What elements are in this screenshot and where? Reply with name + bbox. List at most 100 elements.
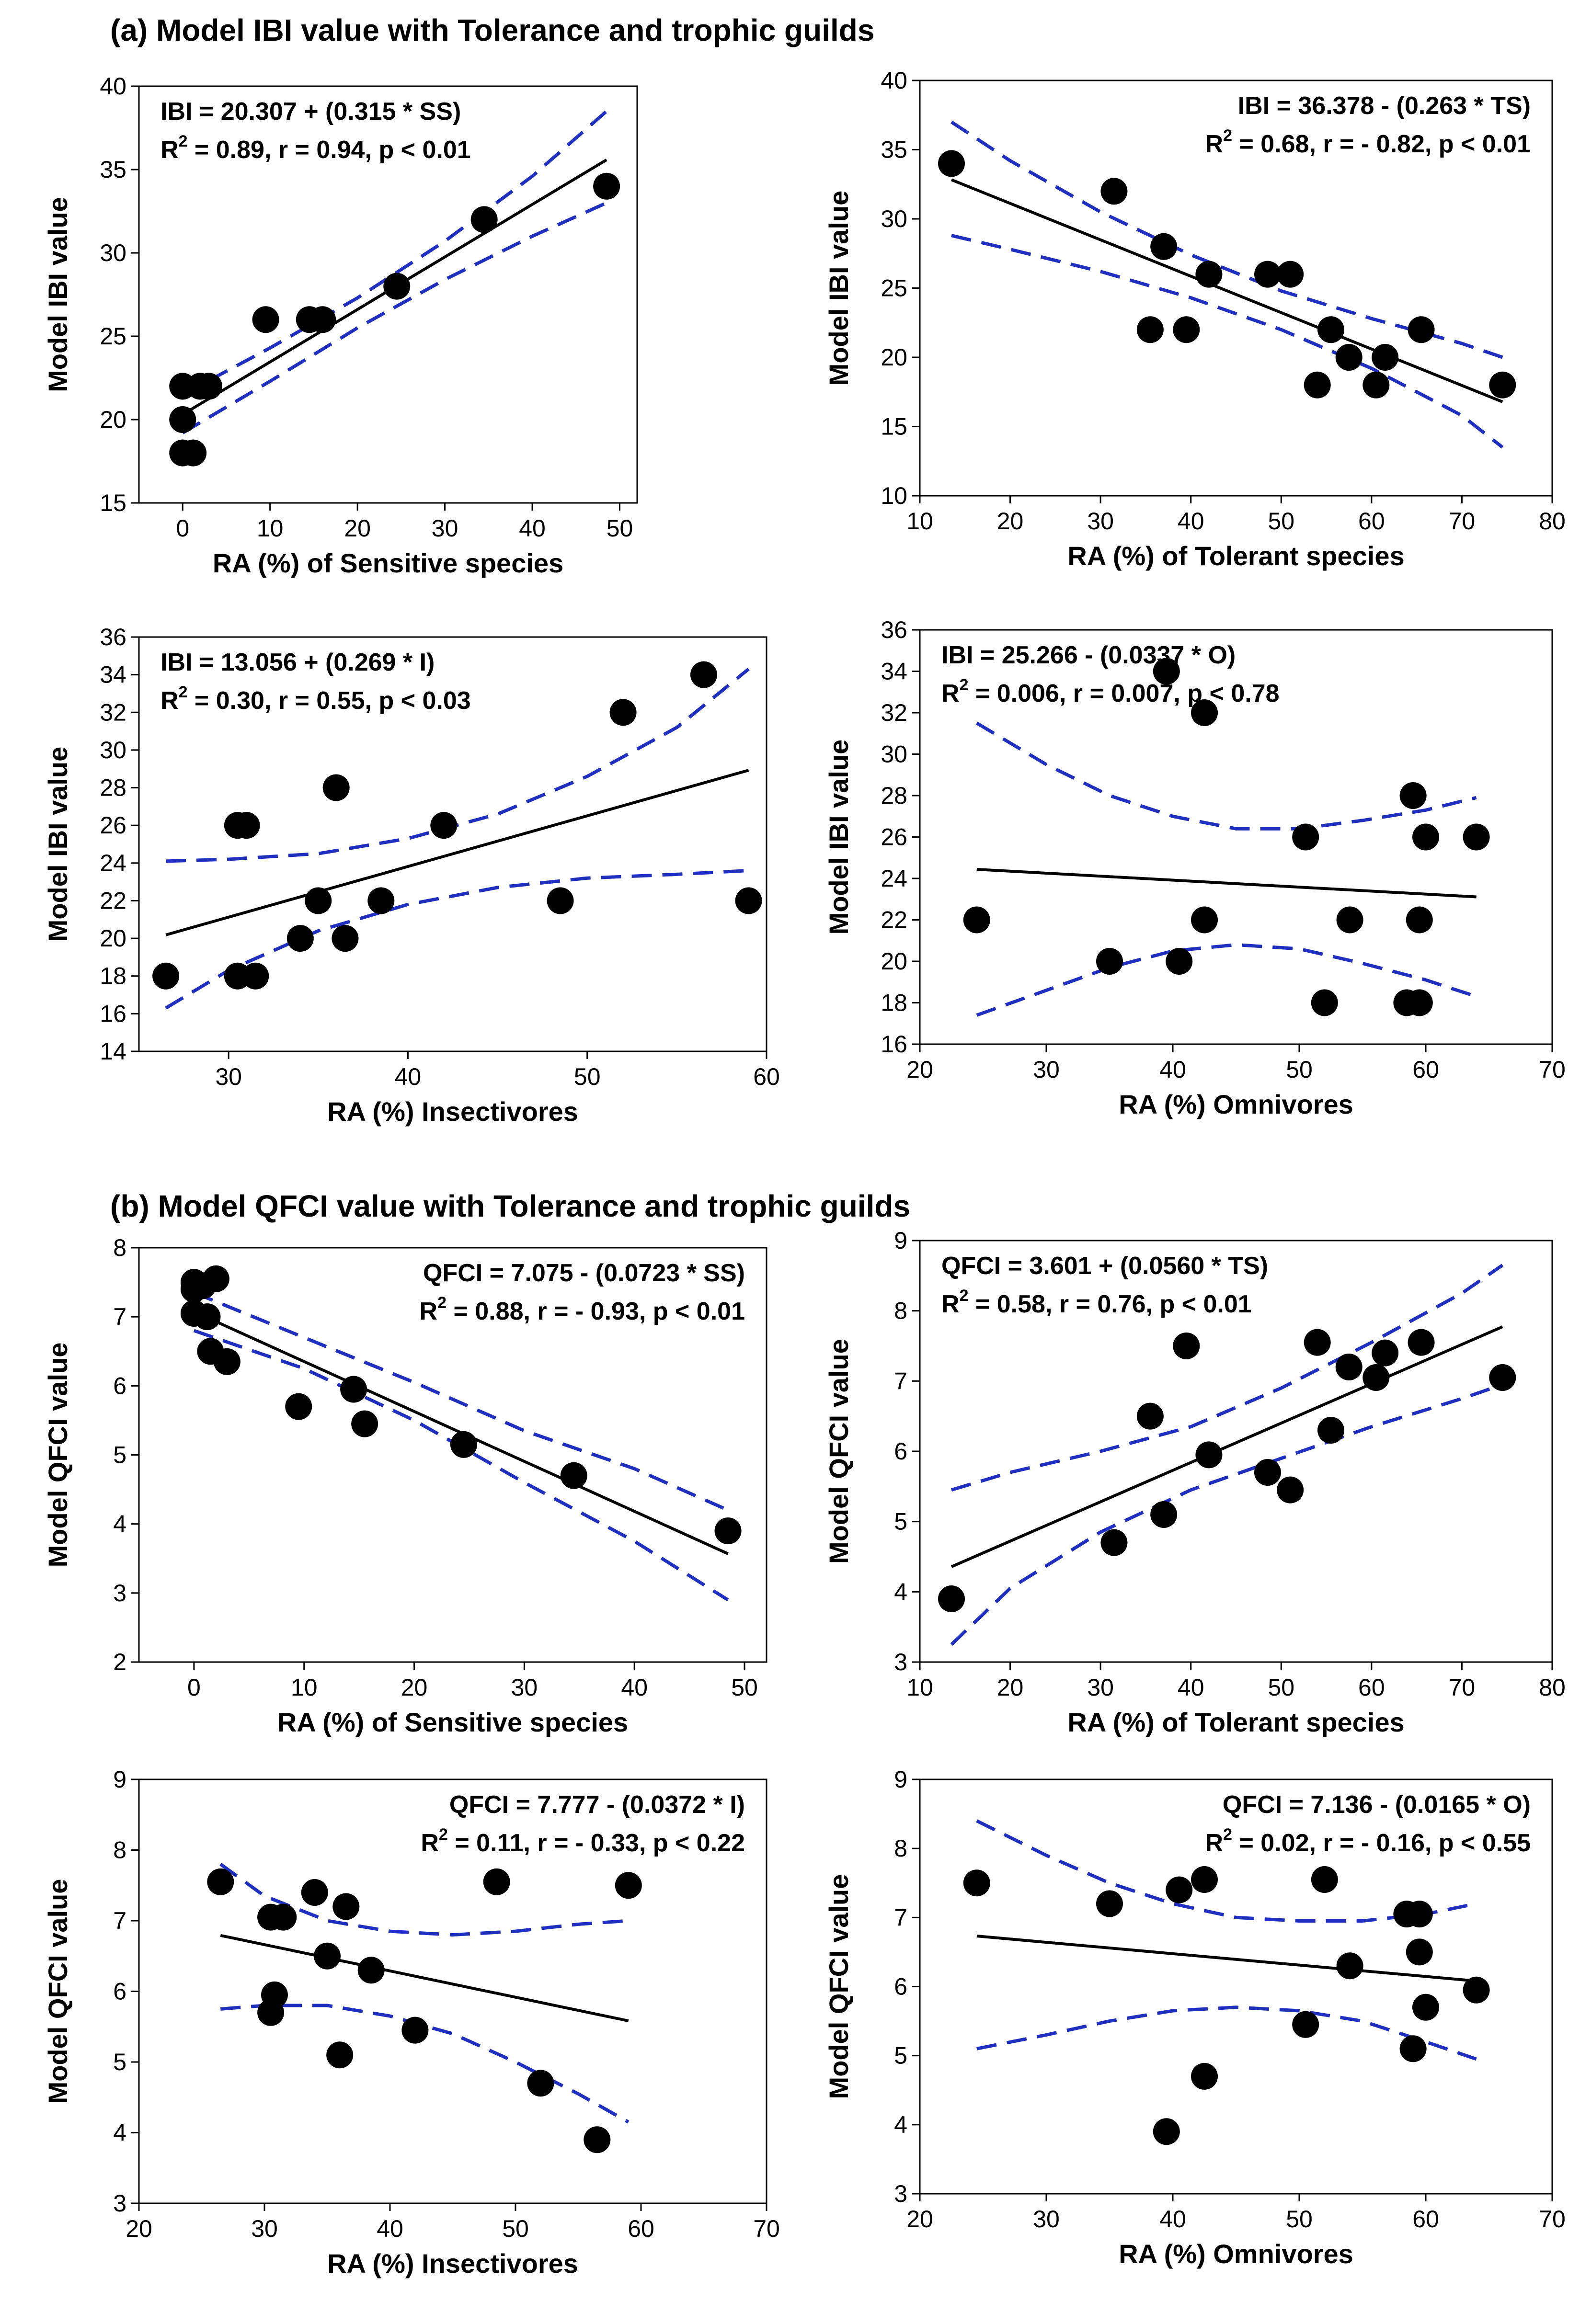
x-axis-label: RA (%) Omnivores	[1119, 1089, 1353, 1119]
y-tick-label: 25	[881, 275, 907, 302]
y-tick-label: 10	[881, 482, 907, 509]
data-point	[1254, 261, 1281, 288]
data-point	[584, 2126, 611, 2153]
stats-values: = 0.88, r = - 0.93, p < 0.01	[447, 1298, 745, 1325]
stats-label: R2 = 0.006, r = 0.007, p < 0.78	[941, 676, 1280, 707]
r-squared-superscript: 2	[437, 1294, 447, 1312]
data-point	[202, 1265, 229, 1292]
x-tick-label: 70	[1539, 2206, 1566, 2233]
x-tick-label: 60	[1358, 508, 1385, 535]
x-tick-label: 40	[1178, 1674, 1204, 1701]
x-tick-label: 40	[1178, 508, 1204, 535]
data-point	[470, 206, 498, 233]
r-squared-superscript: 2	[439, 1825, 448, 1844]
x-tick-label: 70	[753, 2215, 780, 2242]
y-tick-label: 2	[113, 1649, 126, 1675]
r-squared-superscript: 2	[1223, 1825, 1232, 1844]
data-point	[1311, 1866, 1338, 1893]
r-squared-symbol: R	[421, 1829, 439, 1857]
y-tick-label: 5	[894, 2042, 907, 2069]
data-point	[735, 887, 762, 914]
data-point	[261, 1981, 288, 2008]
stats-values: = 0.89, r = 0.94, p < 0.01	[187, 136, 470, 164]
data-point	[1191, 699, 1218, 726]
y-tick-label: 5	[113, 2049, 126, 2075]
data-point	[609, 699, 637, 726]
x-axis-label: RA (%) Insectivores	[327, 2248, 578, 2278]
data-point	[1412, 823, 1439, 851]
data-point	[367, 887, 395, 914]
data-point	[1191, 906, 1218, 934]
data-point	[1191, 2062, 1218, 2090]
data-point	[1489, 371, 1516, 399]
regression-line	[950, 1325, 1503, 1568]
ci-lower-band	[950, 1383, 1503, 1646]
plot-frame	[138, 85, 638, 504]
x-tick-label: 40	[395, 1063, 422, 1090]
data-point	[1136, 1402, 1164, 1430]
x-tick-label: 30	[511, 1674, 538, 1701]
y-tick-label: 9	[894, 1227, 907, 1254]
data-point	[332, 1893, 360, 1920]
chart-panel-3: 30 40 50 60 14 16 18 20 22 24 26 28 30 32 34 36 RA (%) I…	[43, 624, 780, 1127]
y-tick-label: 7	[894, 1904, 907, 1931]
data-point	[527, 2070, 554, 2097]
data-point	[357, 1957, 385, 1984]
data-point	[450, 1431, 477, 1458]
data-point	[1100, 1529, 1128, 1556]
data-point	[1173, 316, 1200, 343]
y-tick-label: 40	[881, 67, 907, 94]
data-point	[938, 150, 965, 177]
ci-upper-band	[950, 120, 1503, 359]
stats-values: = 0.30, r = 0.55, p < 0.03	[187, 687, 470, 715]
ci-upper-band	[193, 1291, 729, 1512]
r-squared-symbol: R	[420, 1298, 438, 1325]
y-axis-label: Model IBI value	[43, 197, 73, 392]
x-axis-label: RA (%) of Tolerant species	[1067, 1707, 1404, 1737]
y-tick-label: 28	[881, 782, 907, 809]
ci-upper-band	[219, 1863, 629, 1937]
data-point	[252, 306, 279, 333]
x-tick-label: 50	[1286, 2206, 1313, 2233]
y-tick-label: 7	[894, 1367, 907, 1394]
y-tick-label: 5	[113, 1442, 126, 1469]
equation-label: QFCI = 7.136 - (0.0165 * O)	[1223, 1791, 1531, 1819]
x-tick-label: 20	[126, 2215, 152, 2242]
y-tick-label: 9	[894, 1766, 907, 1793]
data-point	[301, 1879, 328, 1906]
x-tick-label: 0	[176, 515, 189, 542]
data-point	[1292, 2011, 1319, 2038]
y-axis-label: Model IBI value	[43, 747, 73, 942]
data-point	[1335, 1354, 1362, 1380]
regression-line	[220, 1934, 629, 2023]
y-tick-label: 32	[881, 699, 907, 726]
data-point	[1292, 823, 1319, 851]
data-point	[1136, 316, 1164, 343]
x-axis-label: RA (%) of Tolerant species	[1067, 541, 1404, 571]
data-point	[1463, 823, 1490, 851]
plot-frame	[138, 636, 767, 1052]
equation-label: IBI = 13.056 + (0.269 * I)	[160, 649, 435, 676]
x-tick-label: 50	[731, 1674, 758, 1701]
y-tick-label: 18	[100, 963, 126, 990]
y-axis-label: Model IBI value	[824, 740, 854, 935]
x-tick-label: 70	[1539, 1056, 1566, 1083]
y-tick-label: 3	[113, 2190, 126, 2217]
data-point	[1304, 371, 1331, 399]
data-point	[1277, 261, 1304, 288]
y-tick-label: 6	[113, 1978, 126, 2005]
stats-values: = 0.11, r = - 0.33, p < 0.22	[448, 1829, 745, 1857]
r-squared-symbol: R	[160, 136, 179, 164]
data-point	[1362, 1364, 1390, 1391]
data-point	[1463, 1976, 1490, 2004]
data-point	[560, 1462, 587, 1489]
section-title-a: (a) Model IBI value with Tolerance and t…	[110, 13, 874, 47]
stats-label: R2 = 0.68, r = - 0.82, p < 0.01	[1205, 126, 1531, 158]
data-point	[1173, 1333, 1200, 1359]
data-point	[1335, 344, 1362, 371]
stats-label: R2 = 0.30, r = 0.55, p < 0.03	[160, 683, 471, 715]
y-tick-label: 3	[894, 1649, 907, 1675]
data-point	[213, 1348, 240, 1375]
data-point	[1489, 1364, 1516, 1391]
